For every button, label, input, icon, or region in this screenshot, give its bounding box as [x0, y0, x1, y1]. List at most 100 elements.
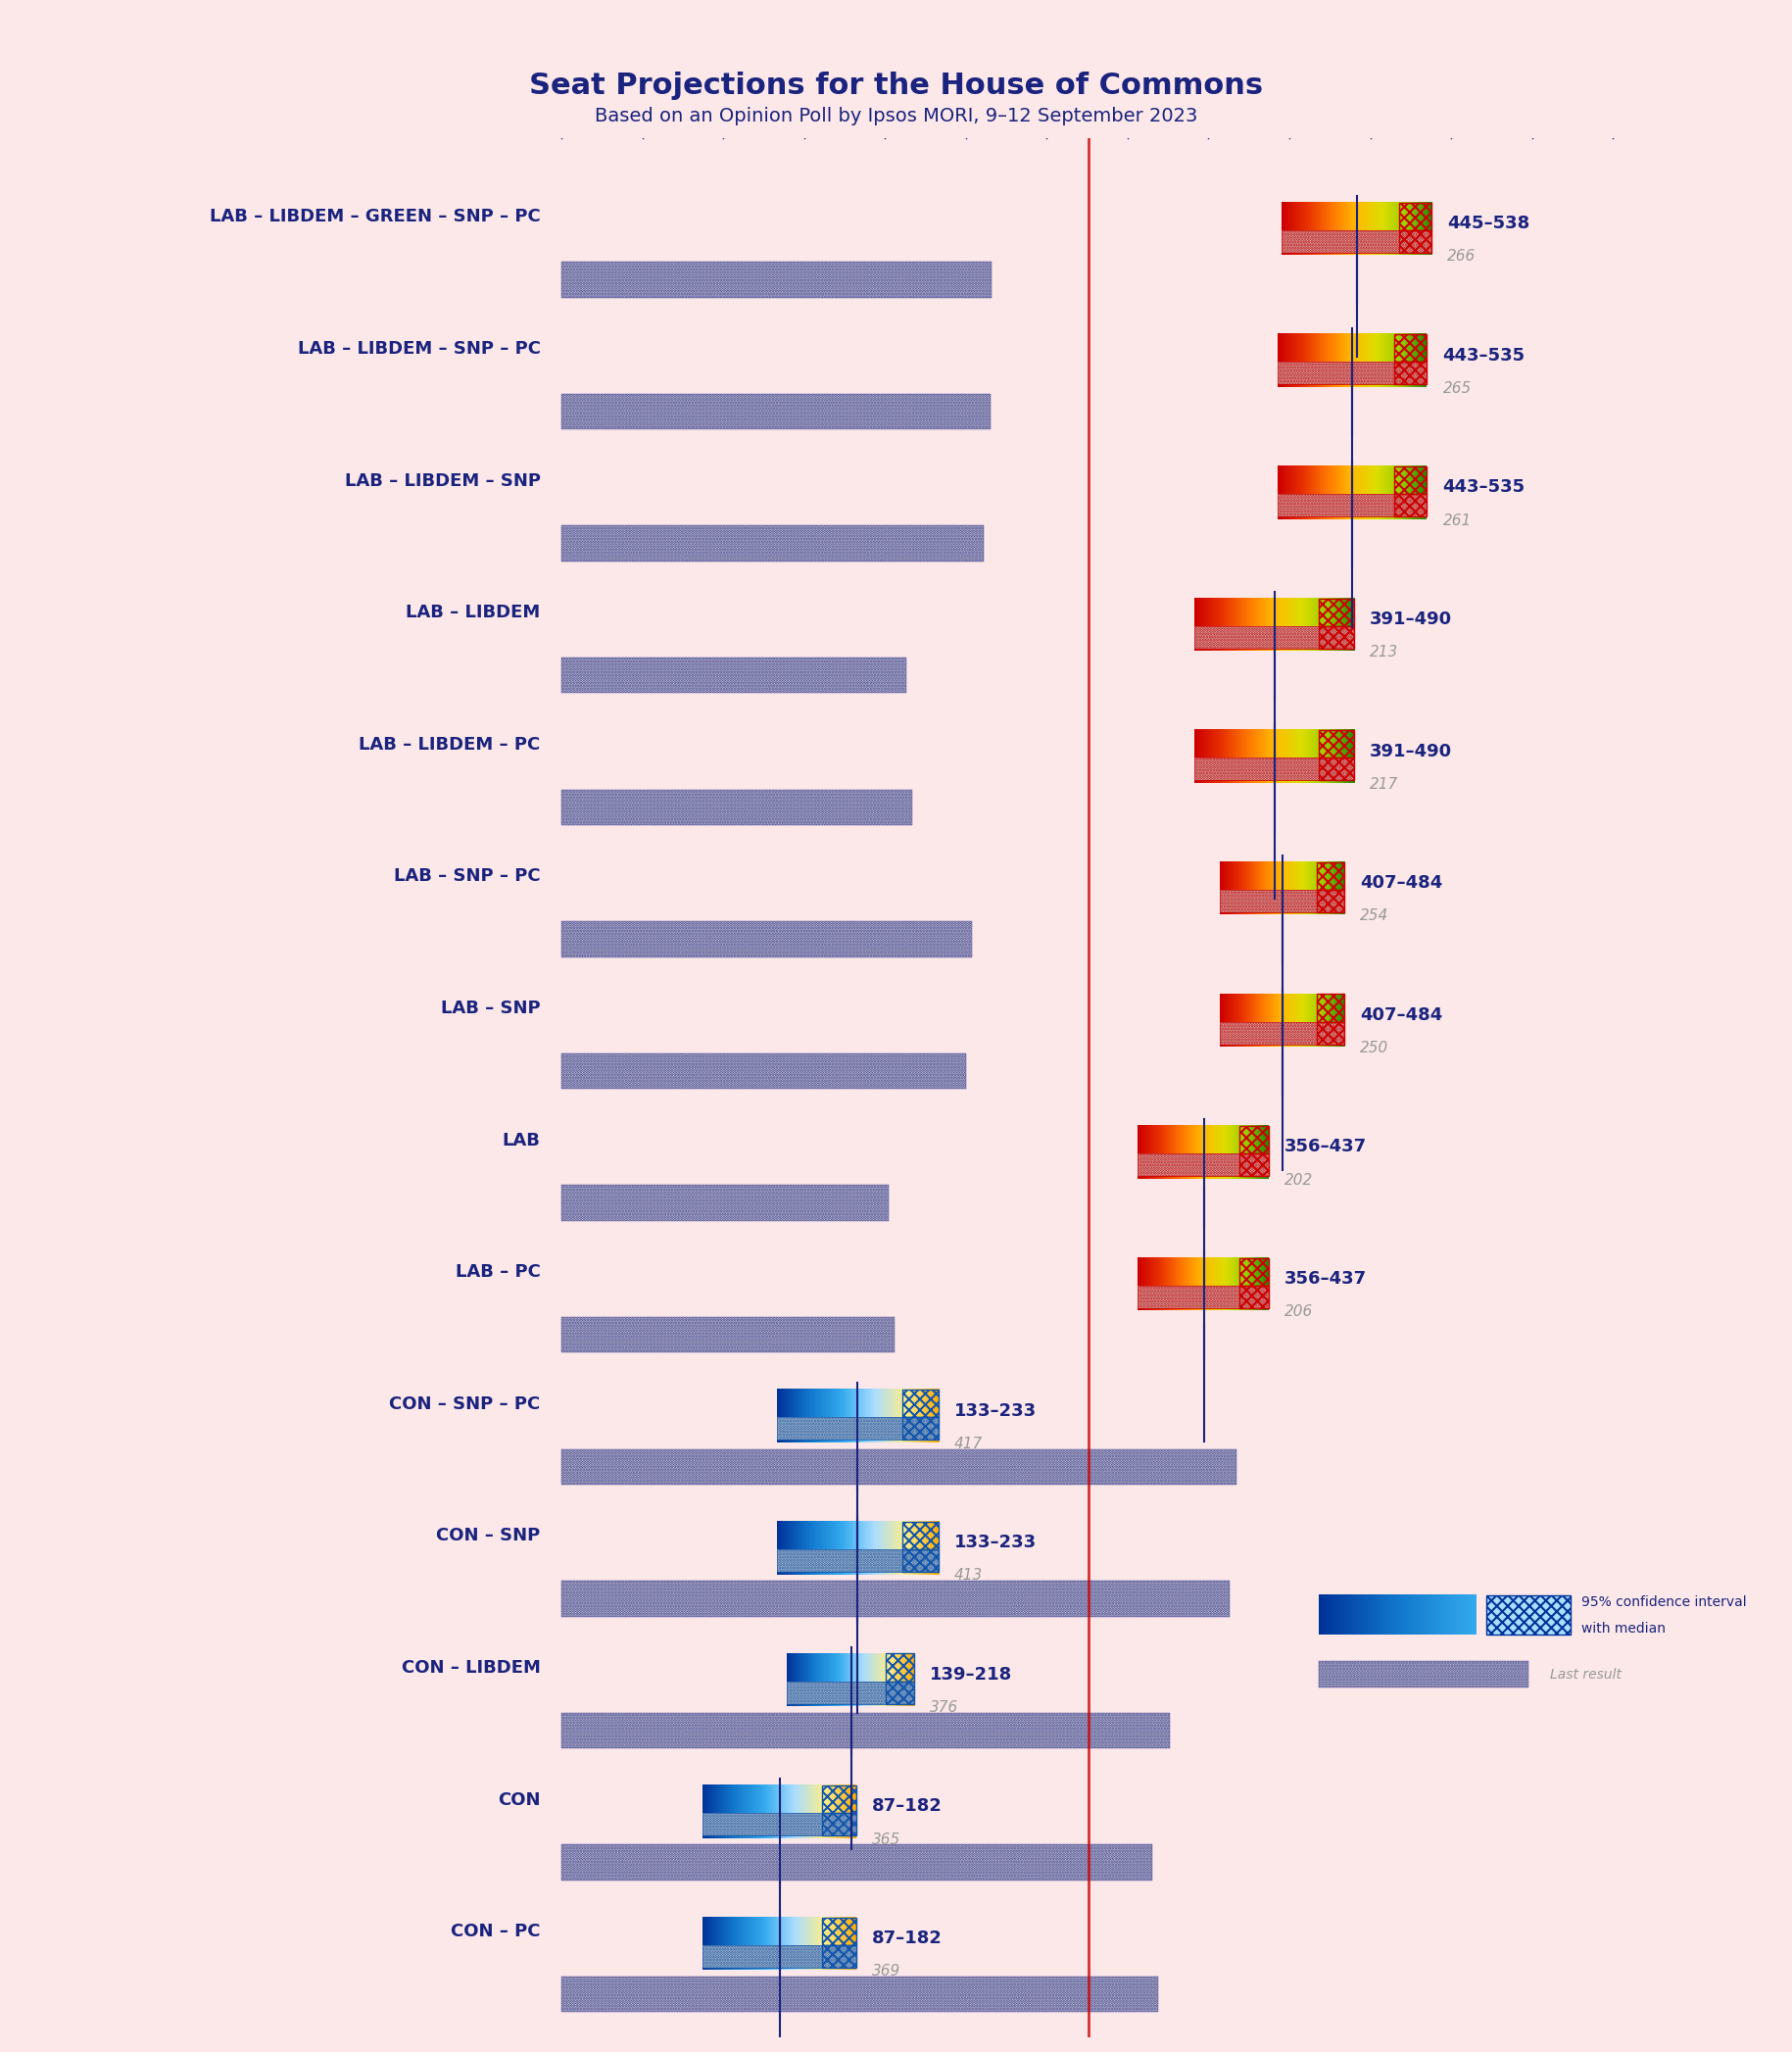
Bar [1394, 495, 1426, 517]
Bar [1319, 1662, 1529, 1687]
Bar [885, 1681, 914, 1703]
Bar [561, 1580, 1229, 1617]
Text: 266: 266 [1448, 248, 1477, 265]
Bar [702, 1814, 857, 1837]
Text: Seat Projections for the House of Commons: Seat Projections for the House of Common… [529, 72, 1263, 101]
Bar [561, 1713, 1170, 1748]
Bar [1220, 1022, 1344, 1044]
Bar [561, 1449, 1236, 1484]
Bar [1220, 891, 1344, 913]
Bar [1319, 731, 1355, 757]
Text: LAB – PC: LAB – PC [455, 1264, 541, 1280]
Text: 213: 213 [1369, 644, 1398, 659]
Bar [561, 525, 984, 562]
Text: 391–490: 391–490 [1369, 743, 1452, 759]
Bar [561, 1580, 1229, 1617]
Bar [1138, 1153, 1269, 1176]
Bar [776, 1418, 939, 1441]
Bar [1138, 1285, 1269, 1307]
Bar [1400, 203, 1432, 230]
Text: CON – SNP – PC: CON – SNP – PC [389, 1395, 541, 1414]
Text: 250: 250 [1360, 1040, 1389, 1055]
Text: 445–538: 445–538 [1448, 215, 1530, 232]
Text: 202: 202 [1285, 1172, 1314, 1188]
Text: 206: 206 [1285, 1305, 1314, 1319]
Bar [1193, 626, 1355, 648]
Bar [1281, 230, 1432, 252]
Bar [1319, 1662, 1529, 1687]
Text: 391–490: 391–490 [1369, 609, 1452, 628]
Bar [776, 1549, 939, 1572]
Bar [561, 263, 991, 298]
Bar [561, 1317, 894, 1352]
Text: Based on an Opinion Poll by Ipsos MORI, 9–12 September 2023: Based on an Opinion Poll by Ipsos MORI, … [595, 107, 1197, 125]
Text: 87–182: 87–182 [871, 1929, 943, 1947]
Text: 139–218: 139–218 [930, 1666, 1012, 1683]
Bar [561, 790, 912, 825]
Bar [1278, 495, 1426, 517]
Bar [1317, 1022, 1344, 1044]
Text: LAB – LIBDEM – SNP: LAB – LIBDEM – SNP [344, 472, 541, 490]
Text: CON – PC: CON – PC [452, 1923, 541, 1941]
Bar [1278, 361, 1426, 384]
Text: 369: 369 [871, 1964, 900, 1978]
Bar [1394, 334, 1426, 361]
Bar [561, 1713, 1170, 1748]
Text: 365: 365 [871, 1832, 900, 1847]
Bar [561, 790, 912, 825]
Bar [1138, 1285, 1269, 1307]
Text: 133–233: 133–233 [953, 1402, 1036, 1420]
Bar [702, 1945, 857, 1968]
Bar [823, 1945, 857, 1968]
Bar [1317, 891, 1344, 913]
Bar [1319, 599, 1355, 626]
Bar [1400, 230, 1432, 252]
Bar [561, 1053, 966, 1090]
Text: 413: 413 [953, 1568, 982, 1582]
Bar [787, 1681, 914, 1703]
Text: LAB: LAB [502, 1131, 541, 1149]
Bar [1220, 1022, 1344, 1044]
Bar [561, 1186, 889, 1221]
Bar [561, 394, 991, 429]
Text: LAB – LIBDEM – PC: LAB – LIBDEM – PC [358, 737, 541, 753]
Text: 95% confidence interval: 95% confidence interval [1581, 1594, 1747, 1609]
Bar [776, 1418, 939, 1441]
Bar [561, 921, 973, 956]
Text: 356–437: 356–437 [1285, 1270, 1367, 1289]
Bar [1240, 1258, 1269, 1285]
Text: CON – LIBDEM: CON – LIBDEM [401, 1660, 541, 1676]
Bar [1138, 1153, 1269, 1176]
Bar [561, 657, 907, 694]
Text: 417: 417 [953, 1436, 982, 1451]
Bar [1193, 626, 1355, 648]
Text: LAB – LIBDEM – SNP – PC: LAB – LIBDEM – SNP – PC [297, 341, 541, 357]
Bar [903, 1523, 939, 1549]
Bar [1240, 1127, 1269, 1153]
Text: Last result: Last result [1550, 1668, 1622, 1681]
Bar [561, 525, 984, 562]
Bar [776, 1549, 939, 1572]
Bar [1317, 993, 1344, 1022]
Text: LAB – SNP: LAB – SNP [441, 999, 541, 1018]
Bar [1220, 891, 1344, 913]
Bar [702, 1814, 857, 1837]
Bar [702, 1945, 857, 1968]
Text: 376: 376 [930, 1701, 959, 1715]
Text: CON – SNP: CON – SNP [435, 1527, 541, 1545]
Bar [561, 263, 991, 298]
Bar [823, 1814, 857, 1837]
Text: LAB – LIBDEM – GREEN – SNP – PC: LAB – LIBDEM – GREEN – SNP – PC [210, 207, 541, 226]
Bar [561, 1976, 1158, 2013]
Text: 133–233: 133–233 [953, 1533, 1036, 1551]
Text: 407–484: 407–484 [1360, 1005, 1443, 1024]
Text: 217: 217 [1369, 778, 1398, 792]
Bar [561, 1976, 1158, 2013]
Bar [823, 1785, 857, 1814]
Bar [903, 1389, 939, 1418]
Bar [1278, 361, 1426, 384]
Text: CON: CON [498, 1791, 541, 1808]
Text: 265: 265 [1443, 382, 1471, 396]
Bar [903, 1418, 939, 1441]
Bar [1281, 230, 1432, 252]
